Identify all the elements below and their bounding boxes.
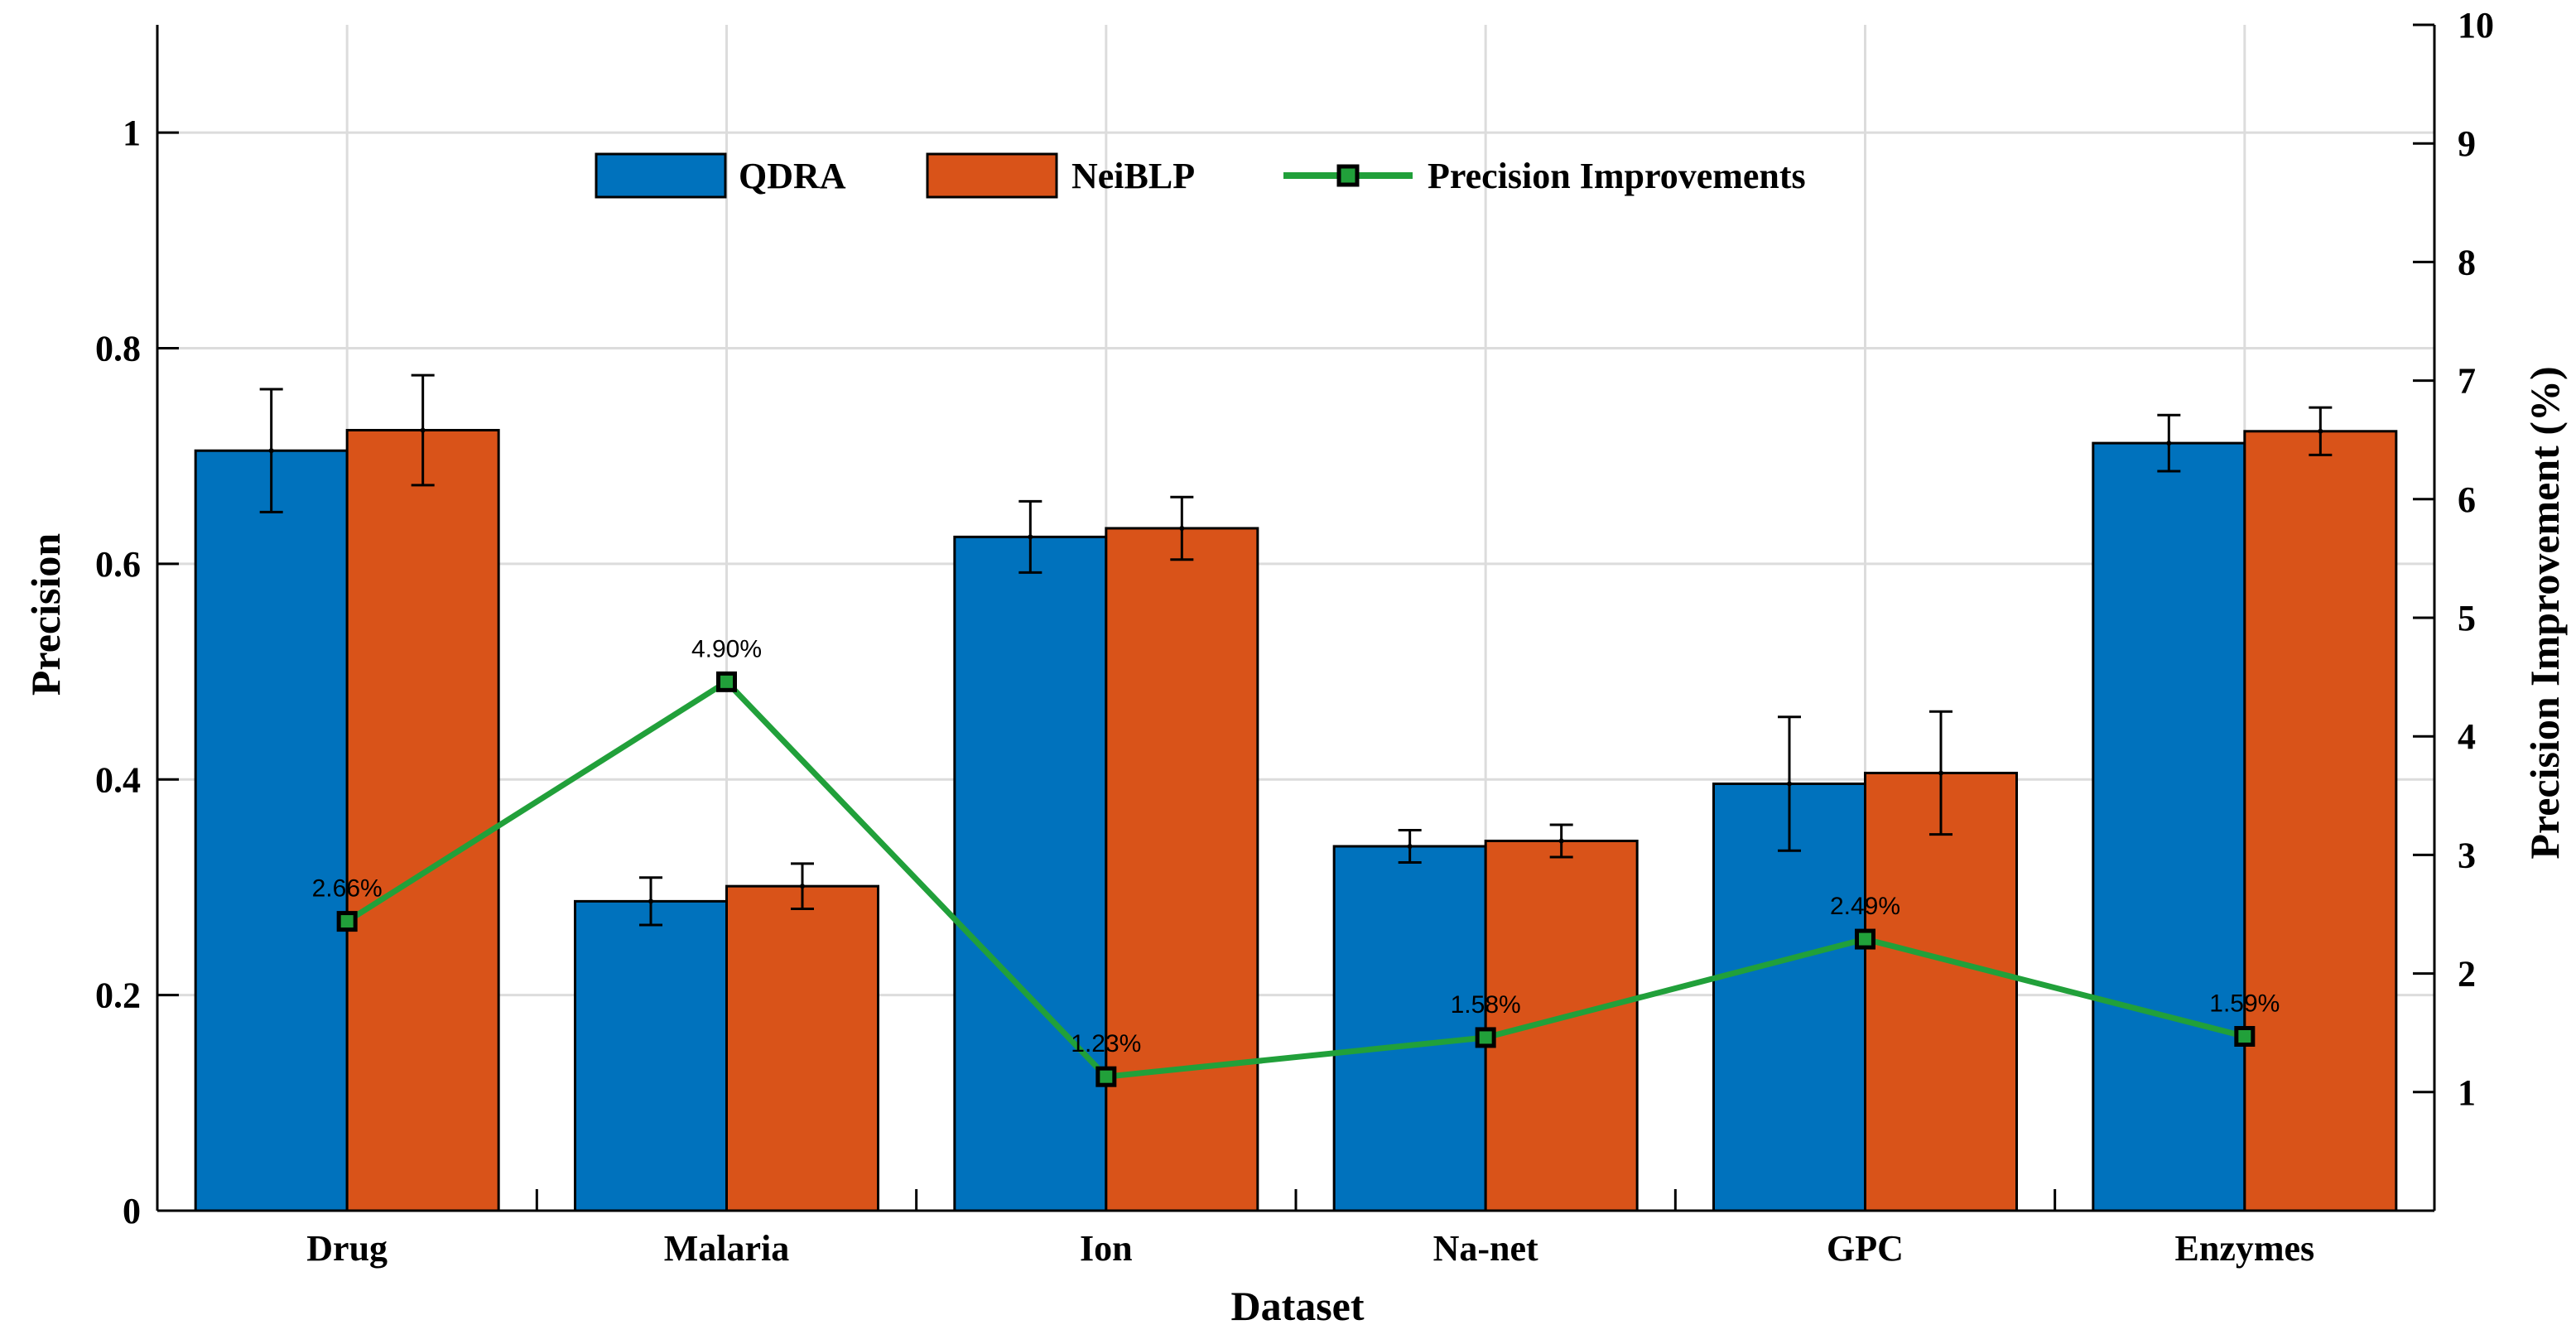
axes-layer: [156, 23, 2436, 1212]
error-bar-center-dot: [800, 884, 805, 889]
bar-qdra-gpc: [1712, 782, 1866, 1212]
y2-tick-label-7: 8: [2458, 242, 2476, 282]
bar-qdra-na-net: [1332, 845, 1487, 1212]
y2-tick-label-6: 7: [2458, 361, 2476, 402]
x-tick-label-ion: Ion: [1080, 1228, 1133, 1269]
error-bar-qdra-malaria: [639, 876, 662, 927]
improvement-marker-enzymes: [2234, 1025, 2256, 1047]
error-bar-neiblp-enzymes: [2309, 406, 2333, 456]
bar-neiblp-malaria: [725, 884, 879, 1212]
error-bar-qdra-gpc: [1778, 715, 1801, 852]
x-tick-label-malaria: Malaria: [664, 1228, 790, 1269]
legend-label-improvements: Precision Improvements: [1428, 156, 1806, 196]
x-tick-label-na-net: Na-net: [1433, 1228, 1538, 1269]
y-tick-label-4: 0.8: [95, 329, 141, 369]
error-bar-center-dot: [2318, 428, 2323, 434]
error-bar-center-dot: [1558, 838, 1564, 844]
legend-marker-improvements: [1336, 164, 1360, 187]
improvement-label-ion: 1.23%: [1071, 1030, 1141, 1057]
error-bar-neiblp-ion: [1170, 495, 1194, 561]
improvement-label-malaria: 4.90%: [691, 635, 762, 662]
y2-tick-label-4: 5: [2458, 598, 2476, 638]
bar-neiblp-na-net: [1484, 839, 1639, 1212]
error-bar-neiblp-na-net: [1549, 823, 1573, 859]
error-bar-center-dot: [2166, 441, 2172, 446]
y-axis-title: Precision: [22, 533, 69, 696]
legend: QDRA NeiBLP Precision Improvements: [595, 152, 1806, 199]
y-tick-label-3: 0.6: [95, 544, 141, 585]
error-bar-neiblp-drug: [411, 373, 435, 487]
improvement-label-na-net: 1.58%: [1451, 991, 1521, 1019]
improvement-marker-drug: [336, 911, 358, 932]
error-bar-neiblp-gpc: [1929, 710, 1952, 836]
error-bars-layer: [259, 373, 2333, 927]
bars-layer: [194, 428, 2398, 1212]
improvement-label-gpc: 2.49%: [1830, 893, 1900, 920]
y2-tick-label-3: 4: [2458, 716, 2476, 757]
error-bar-center-dot: [1407, 843, 1413, 849]
error-bar-qdra-drug: [259, 388, 283, 513]
improvement-line: [345, 677, 2246, 1080]
error-bar-center-dot: [420, 427, 426, 433]
improvement-marker-malaria: [716, 671, 737, 692]
legend-swatch-qdra: [595, 152, 727, 199]
bar-neiblp-enzymes: [2243, 430, 2398, 1212]
improvement-line-layer: [336, 671, 2256, 1087]
error-bar-qdra-na-net: [1398, 828, 1422, 865]
y-tick-label-5: 1: [123, 113, 141, 153]
y-tick-label-0: 0: [123, 1191, 141, 1231]
error-bar-center-dot: [268, 448, 274, 454]
legend-label-neiblp: NeiBLP: [1071, 156, 1195, 196]
bar-qdra-drug: [194, 449, 349, 1212]
bar-qdra-enzymes: [2092, 441, 2246, 1212]
error-bar-qdra-enzymes: [2157, 413, 2181, 473]
labels-layer: 2.66% 4.90% 1.23% 1.58% 2.49% 1.59% 0 0.2 0.4 0.6…: [95, 5, 2494, 1269]
bar-neiblp-drug: [345, 428, 500, 1212]
error-bar-center-dot: [648, 898, 653, 904]
legend-swatch-neiblp: [926, 152, 1058, 199]
error-bar-qdra-ion: [1018, 499, 1042, 574]
y-tick-label-1: 0.2: [95, 975, 141, 1016]
improvement-label-drug: 2.66%: [312, 875, 383, 903]
y2-tick-label-5: 6: [2458, 479, 2476, 520]
x-tick-label-drug: Drug: [306, 1228, 388, 1269]
x-tick-label-gpc: GPC: [1827, 1228, 1904, 1269]
y2-tick-label-9: 10: [2458, 5, 2494, 46]
y2-axis-title: Precision Improvement (%): [2521, 366, 2568, 859]
error-bar-neiblp-malaria: [791, 862, 814, 910]
bar-neiblp-gpc: [1864, 771, 2018, 1212]
y2-tick-label-1: 2: [2458, 954, 2476, 995]
y-tick-label-2: 0.4: [95, 759, 141, 800]
bar-qdra-malaria: [574, 899, 728, 1212]
improvement-marker-ion: [1095, 1066, 1117, 1087]
error-bar-center-dot: [1179, 525, 1185, 531]
legend-label-qdra: QDRA: [739, 156, 846, 196]
error-bar-center-dot: [1938, 770, 1943, 776]
error-bar-center-dot: [1787, 781, 1792, 787]
improvement-label-enzymes: 1.59%: [2209, 990, 2280, 1017]
y2-tick-label-8: 9: [2458, 123, 2476, 164]
bar-neiblp-ion: [1105, 527, 1259, 1212]
improvement-marker-na-net: [1475, 1027, 1496, 1048]
x-axis-title: Dataset: [1230, 1283, 1364, 1329]
x-tick-label-enzymes: Enzymes: [2175, 1228, 2315, 1269]
error-bar-center-dot: [1028, 534, 1033, 540]
improvement-marker-gpc: [1855, 928, 1875, 950]
bar-qdra-ion: [953, 535, 1108, 1212]
y2-tick-label-2: 3: [2458, 835, 2476, 875]
y2-tick-label-0: 1: [2458, 1072, 2476, 1113]
